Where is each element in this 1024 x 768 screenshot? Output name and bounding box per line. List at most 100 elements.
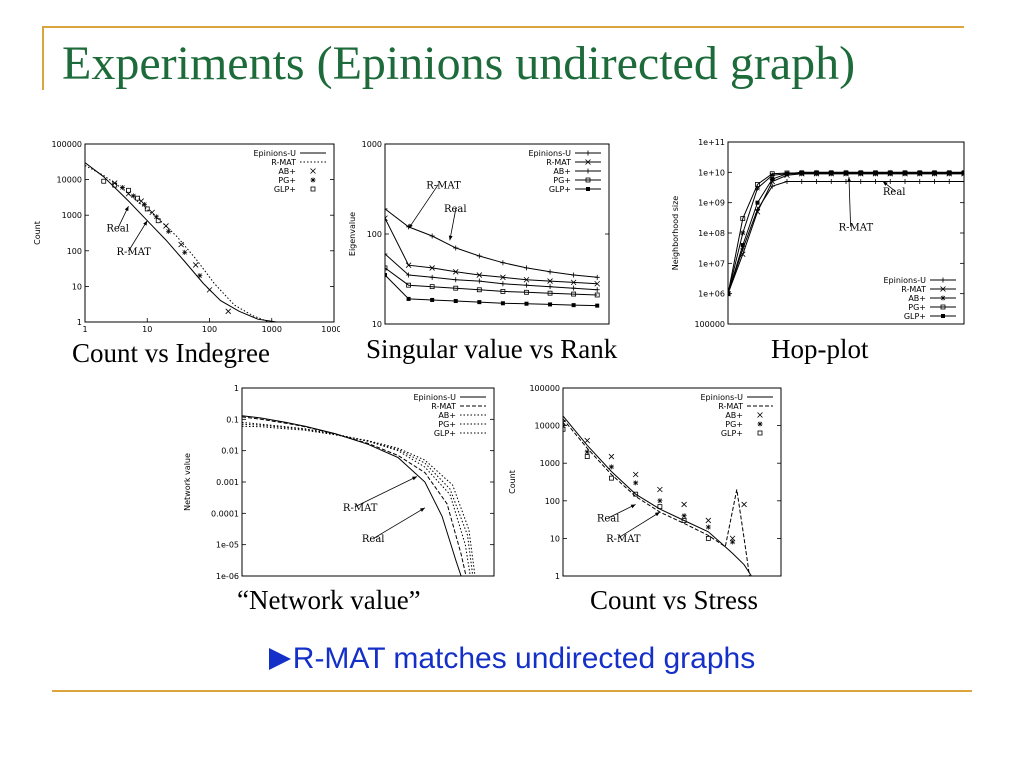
data-point — [858, 178, 864, 184]
y-axis-label: Count — [33, 221, 42, 245]
annotation-arrowhead — [143, 220, 148, 226]
data-point — [178, 241, 184, 248]
annotation-arrow — [617, 511, 661, 539]
legend-marker — [585, 159, 591, 165]
plot-frame — [241, 387, 495, 577]
data-point — [476, 253, 482, 259]
annotation-arrowhead — [408, 223, 413, 229]
plot-area — [242, 415, 476, 576]
annotation-label: R-MAT — [426, 181, 461, 192]
legend-marker — [585, 150, 591, 156]
data-point — [500, 260, 506, 266]
data-point — [206, 287, 213, 293]
data-point — [681, 513, 687, 519]
legend-marker — [310, 186, 316, 192]
series-line — [385, 217, 598, 285]
data-point — [570, 279, 577, 286]
series-line — [728, 181, 964, 294]
data-point — [961, 178, 964, 184]
data-point — [741, 501, 747, 508]
y-tick-label: 100000 — [529, 384, 560, 393]
series-line — [242, 423, 471, 576]
y-tick-label: 10 — [72, 282, 82, 291]
chart-hopplot: 100000 1e+06 1e+07 1e+08 1e+09 1e+10 1e+11 Neig… — [668, 132, 970, 338]
data-point — [225, 308, 232, 315]
legend-label: Epinions-U — [253, 149, 296, 158]
data-point — [571, 285, 577, 291]
data-point — [755, 182, 760, 187]
data-point — [594, 280, 600, 287]
chart-network: 1e-06 1e-05 0.0001 0.001 0.01 0.1 1 Network val… — [180, 382, 500, 580]
annotation-label: R-MAT — [343, 503, 378, 514]
legend-marker — [585, 177, 591, 183]
chart-stress: 1 10 100 1000 10000 100000 Count Epinions-U R-MA… — [505, 382, 787, 580]
data-point — [523, 276, 530, 283]
data-point — [739, 251, 746, 257]
series-line — [242, 415, 462, 576]
data-point — [705, 535, 711, 541]
y-tick-label: 10000 — [57, 176, 82, 185]
legend-label: R-MAT — [431, 402, 456, 411]
y-axis-label: Eigenvalue — [348, 212, 357, 256]
data-point — [141, 201, 147, 207]
data-point — [130, 193, 136, 199]
data-point — [917, 170, 922, 175]
annotation-label: Real — [362, 534, 385, 545]
annotation-arrow — [373, 507, 426, 539]
data-point — [477, 300, 482, 305]
data-point — [705, 524, 711, 530]
data-point — [962, 170, 964, 175]
y-tick-label: 1e+09 — [698, 199, 725, 208]
legend-label: PG+ — [553, 176, 571, 185]
data-point — [155, 218, 161, 224]
annotation-arrow — [608, 504, 636, 518]
plot-area — [563, 415, 752, 576]
legend-label: Epinions-U — [413, 393, 456, 402]
annotation-label: R-MAT — [606, 534, 641, 545]
data-point — [406, 282, 411, 288]
data-point — [571, 272, 577, 278]
annotation-arrow — [449, 208, 457, 241]
data-point — [563, 426, 566, 432]
legend-label: R-MAT — [271, 158, 296, 167]
series-line — [385, 274, 598, 307]
legend-marker — [757, 430, 763, 436]
y-tick-label: 10 — [372, 320, 382, 329]
annotation-label: Real — [597, 514, 620, 525]
y-tick-label: 100000 — [694, 320, 725, 329]
series-line — [385, 253, 598, 291]
y-tick-label: 0.0001 — [211, 509, 239, 518]
plot-area — [85, 162, 277, 322]
legend-label: R-MAT — [718, 402, 743, 411]
data-point — [476, 272, 483, 278]
data-point — [799, 170, 804, 175]
series-line — [242, 425, 476, 576]
data-point — [932, 170, 937, 175]
data-point — [740, 216, 746, 221]
legend-label: Epinions-U — [528, 149, 571, 158]
legend-label: GLP+ — [721, 429, 743, 438]
annotation-label: Real — [444, 204, 467, 215]
data-point — [755, 200, 760, 205]
annotation-arrow — [848, 177, 852, 227]
data-point — [144, 206, 150, 212]
legend-label: PG+ — [908, 303, 926, 312]
data-point — [197, 273, 203, 279]
data-point — [476, 278, 482, 284]
series-line — [728, 173, 964, 294]
annotation-arrowhead — [882, 181, 888, 186]
data-point — [500, 289, 506, 294]
legend-label: PG+ — [438, 420, 456, 429]
legend-label: AB+ — [278, 167, 296, 176]
data-point — [769, 183, 775, 189]
x-tick-label: 1 — [82, 325, 87, 334]
series-line — [385, 267, 598, 296]
data-point — [681, 518, 687, 523]
accent-line-bottom — [52, 690, 972, 692]
data-point — [608, 453, 615, 460]
data-point — [784, 178, 790, 184]
legend-label: AB+ — [725, 411, 743, 420]
data-point — [523, 282, 529, 288]
data-point — [887, 178, 893, 184]
data-point — [632, 471, 639, 478]
